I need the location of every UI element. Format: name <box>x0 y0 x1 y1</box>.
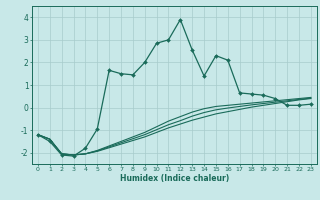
X-axis label: Humidex (Indice chaleur): Humidex (Indice chaleur) <box>120 174 229 183</box>
